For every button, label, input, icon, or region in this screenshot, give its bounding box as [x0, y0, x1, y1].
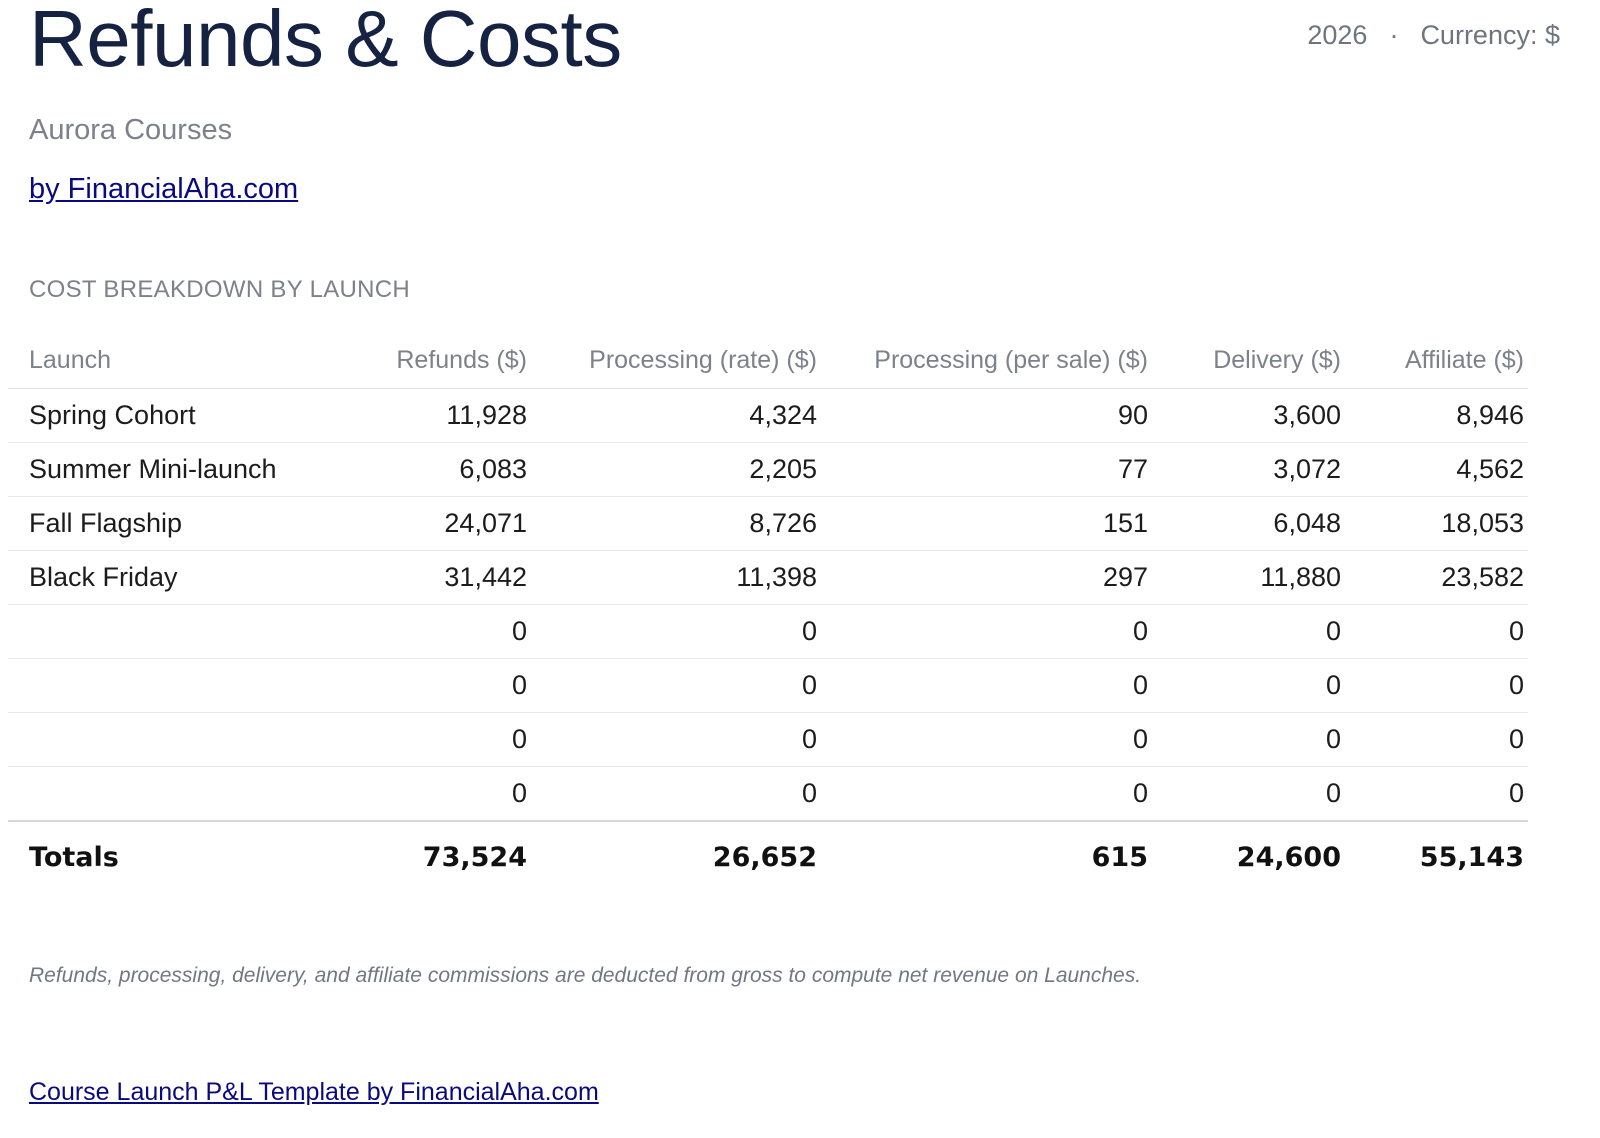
cost-breakdown-table: Launch Refunds ($) Processing (rate) ($)…: [8, 332, 1528, 892]
cell-processing-per-sale[interactable]: 0: [821, 658, 1152, 713]
footnote: Refunds, processing, delivery, and affil…: [29, 964, 1142, 987]
cell-refunds[interactable]: 0: [373, 766, 531, 822]
table-row: 0 0 0 0 0: [8, 712, 1528, 767]
cell-affiliate[interactable]: 8,946: [1345, 388, 1528, 443]
cell-processing-rate[interactable]: 0: [531, 658, 821, 713]
column-header-launch: Launch: [8, 332, 373, 389]
cell-processing-per-sale[interactable]: 0: [821, 604, 1152, 659]
company-name: Aurora Courses: [29, 114, 233, 146]
column-header-processing-per-sale: Processing (per sale) ($): [821, 332, 1152, 389]
total-refunds: 73,524: [422, 841, 527, 873]
cell-launch[interactable]: [8, 658, 373, 713]
page-title: Refunds & Costs: [29, 0, 622, 83]
cell-refunds[interactable]: 6,083: [373, 442, 531, 497]
cell-processing-rate[interactable]: 11,398: [531, 550, 821, 605]
cell-delivery[interactable]: 0: [1152, 766, 1345, 822]
cell-delivery[interactable]: 3,072: [1152, 442, 1345, 497]
column-header-delivery: Delivery ($): [1152, 332, 1345, 389]
cell-refunds[interactable]: 11,928: [373, 388, 531, 443]
total-affiliate: 55,143: [1419, 841, 1524, 873]
cell-refunds[interactable]: 31,442: [373, 550, 531, 605]
cell-affiliate[interactable]: 0: [1345, 658, 1528, 713]
cell-affiliate[interactable]: 0: [1345, 604, 1528, 659]
cell-launch[interactable]: Fall Flagship: [8, 496, 373, 551]
cell-processing-per-sale[interactable]: 0: [821, 766, 1152, 822]
cell-delivery[interactable]: 0: [1152, 604, 1345, 659]
table-header-row: Launch Refunds ($) Processing (rate) ($)…: [8, 332, 1528, 389]
cell-processing-rate[interactable]: 8,726: [531, 496, 821, 551]
cell-delivery[interactable]: 3,600: [1152, 388, 1345, 443]
cell-processing-rate[interactable]: 4,324: [531, 388, 821, 443]
total-delivery: 24,600: [1236, 841, 1341, 873]
cell-processing-per-sale[interactable]: 151: [821, 496, 1152, 551]
meta-separator: ·: [1389, 20, 1399, 50]
cell-delivery[interactable]: 0: [1152, 712, 1345, 767]
year-label: 2026: [1307, 20, 1368, 50]
cell-affiliate[interactable]: 4,562: [1345, 442, 1528, 497]
cell-delivery[interactable]: 11,880: [1152, 550, 1345, 605]
cell-launch[interactable]: Summer Mini-launch: [8, 442, 373, 497]
cell-processing-per-sale[interactable]: 0: [821, 712, 1152, 767]
table-row: Black Friday 31,442 11,398 297 11,880 23…: [8, 550, 1528, 605]
cell-launch[interactable]: [8, 712, 373, 767]
section-title: COST BREAKDOWN BY LAUNCH: [29, 276, 411, 303]
table-row: Fall Flagship 24,071 8,726 151 6,048 18,…: [8, 496, 1528, 551]
cell-delivery[interactable]: 0: [1152, 658, 1345, 713]
table-row: 0 0 0 0 0: [8, 604, 1528, 659]
cell-processing-rate[interactable]: 0: [531, 604, 821, 659]
cell-affiliate[interactable]: 0: [1345, 766, 1528, 822]
cell-processing-rate[interactable]: 0: [531, 766, 821, 822]
totals-row: Totals 73,524 26,652 615 24,600 55,143: [8, 821, 1528, 892]
cell-refunds[interactable]: 24,071: [373, 496, 531, 551]
column-header-refunds: Refunds ($): [373, 332, 531, 389]
cell-processing-per-sale[interactable]: 77: [821, 442, 1152, 497]
column-header-affiliate: Affiliate ($): [1345, 332, 1528, 389]
cell-processing-rate[interactable]: 0: [531, 712, 821, 767]
table-row: Spring Cohort 11,928 4,324 90 3,600 8,94…: [8, 388, 1528, 443]
footer-template-link[interactable]: Course Launch P&L Template by FinancialA…: [29, 1078, 599, 1106]
table-row: 0 0 0 0 0: [8, 766, 1528, 822]
cell-refunds[interactable]: 0: [373, 658, 531, 713]
cell-affiliate[interactable]: 0: [1345, 712, 1528, 767]
cell-refunds[interactable]: 0: [373, 604, 531, 659]
cell-affiliate[interactable]: 18,053: [1345, 496, 1528, 551]
currency-label: Currency: $: [1420, 20, 1560, 50]
cell-launch[interactable]: [8, 766, 373, 822]
total-processing-rate: 26,652: [712, 841, 817, 873]
totals-label: Totals: [29, 841, 119, 873]
cell-refunds[interactable]: 0: [373, 712, 531, 767]
cell-launch[interactable]: [8, 604, 373, 659]
cell-processing-rate[interactable]: 2,205: [531, 442, 821, 497]
cell-launch[interactable]: Black Friday: [8, 550, 373, 605]
cell-processing-per-sale[interactable]: 297: [821, 550, 1152, 605]
cell-processing-per-sale[interactable]: 90: [821, 388, 1152, 443]
report-meta: 2026 · Currency: $: [1307, 20, 1560, 51]
column-header-processing-rate: Processing (rate) ($): [531, 332, 821, 389]
cell-launch[interactable]: Spring Cohort: [8, 388, 373, 443]
total-processing-per-sale: 615: [1091, 841, 1148, 873]
table-row: Summer Mini-launch 6,083 2,205 77 3,072 …: [8, 442, 1528, 497]
byline-link[interactable]: by FinancialAha.com: [29, 173, 299, 205]
table-row: 0 0 0 0 0: [8, 658, 1528, 713]
cell-affiliate[interactable]: 23,582: [1345, 550, 1528, 605]
cell-delivery[interactable]: 6,048: [1152, 496, 1345, 551]
